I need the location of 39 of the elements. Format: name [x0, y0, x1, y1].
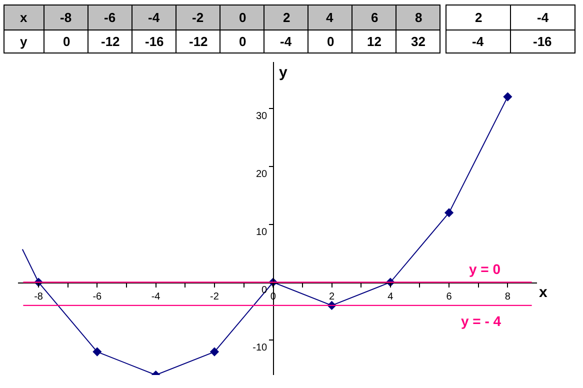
data-label: -16	[145, 34, 164, 49]
x-tick-label: 0	[239, 10, 246, 25]
x-tick-label: 4	[326, 10, 334, 25]
data-label: -12	[101, 34, 120, 49]
x-tick-label: -8	[60, 10, 72, 25]
x-tick-label: 8	[504, 291, 511, 302]
y-axis-title: y	[279, 64, 288, 81]
x-tick-label: -6	[104, 10, 116, 25]
data-label: -4	[472, 34, 484, 49]
x-tick-label: -2	[210, 291, 220, 302]
x-tick-label: 2	[283, 10, 290, 25]
y-tick-label: 10	[256, 226, 268, 238]
x-tick-label: 2	[475, 10, 482, 25]
data-label: -16	[533, 34, 552, 49]
x-axis-title: x	[539, 284, 548, 301]
y-tick-label: 20	[256, 168, 268, 180]
x-tick-label: -2	[192, 10, 204, 25]
x-tick-label: -4	[151, 291, 161, 302]
y-tick-label: 30	[256, 110, 268, 122]
x-tick-label: 6	[371, 10, 378, 25]
data-label: 32	[411, 34, 426, 49]
x-axis-title: x	[20, 10, 28, 25]
ref-line-label: y = 0	[469, 261, 501, 277]
x-tick-label: -8	[34, 291, 44, 302]
ref-line-label: y = - 4	[461, 313, 502, 329]
data-label: 0	[239, 34, 246, 49]
x-tick-label: -6	[92, 291, 102, 302]
data-label: 12	[367, 34, 382, 49]
data-label: -12	[189, 34, 208, 49]
y-tick-label: -10	[252, 342, 268, 354]
x-tick-label: 6	[446, 291, 452, 302]
x-tick-label: 2	[328, 291, 335, 302]
x-tick-label: 4	[388, 291, 394, 302]
x-tick-label: -4	[537, 10, 550, 25]
x-tick-label: -4	[148, 10, 160, 25]
x-tick-label: 8	[415, 10, 422, 25]
data-label: -4	[280, 34, 292, 49]
data-label: 0	[63, 34, 70, 49]
data-label: 0	[327, 34, 334, 49]
